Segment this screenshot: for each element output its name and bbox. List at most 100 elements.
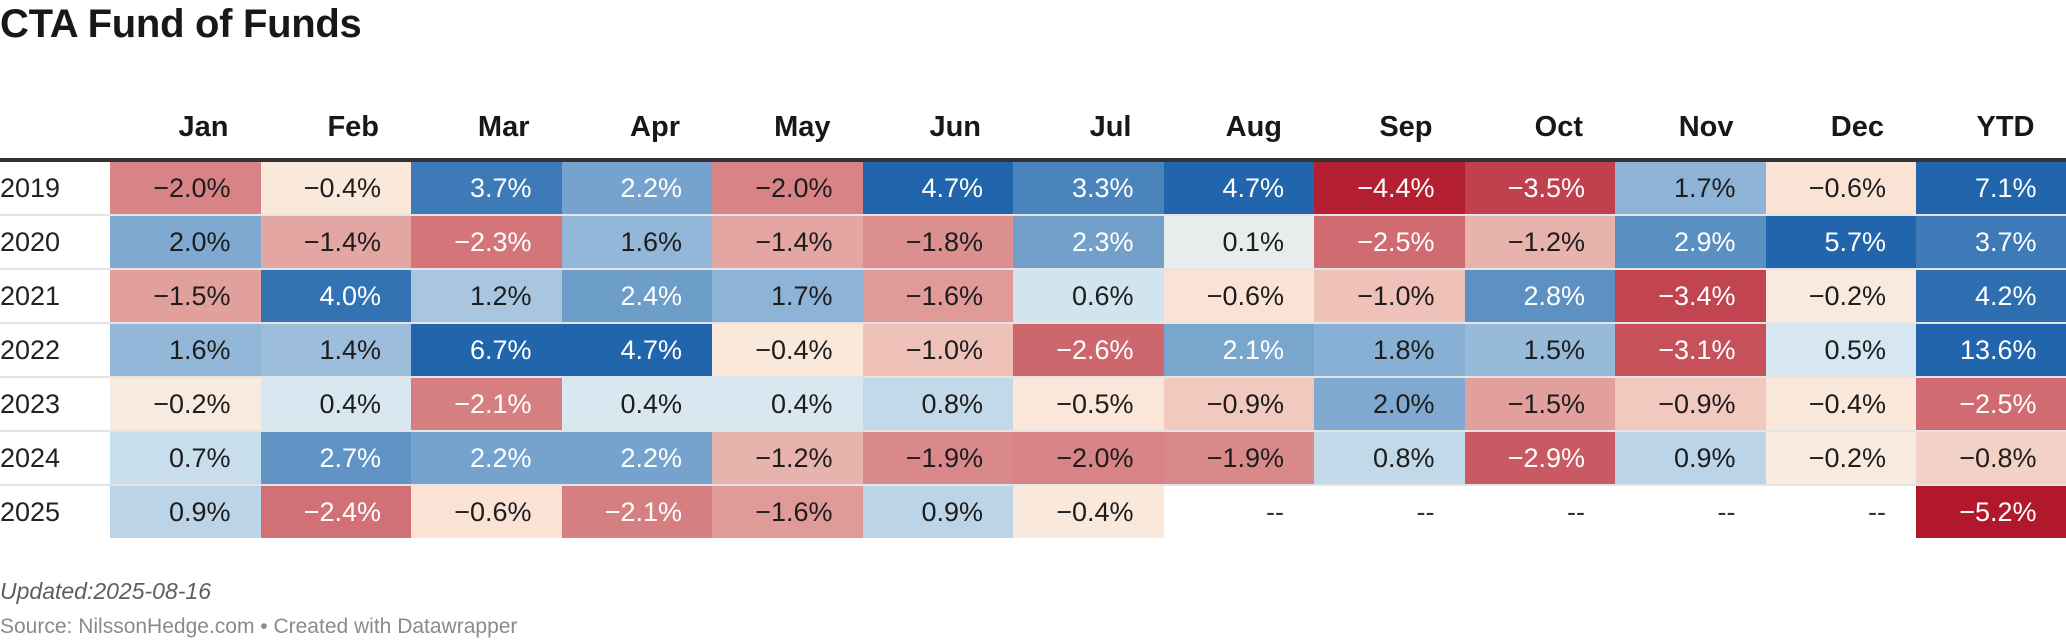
table-row: 2024 0.7% 2.7% 2.2% 2.2% −1.2% −1.9% −2.0% −1.9%…: [0, 431, 2066, 485]
heatmap-cell: 1.7%: [1615, 160, 1766, 215]
heatmap-cell: 2.1%: [1163, 323, 1314, 377]
heatmap-cell: −1.6%: [862, 269, 1013, 323]
heatmap-cell: −0.4%: [260, 160, 411, 215]
column-header: Feb: [327, 110, 379, 143]
heatmap-cell: −0.2%: [1765, 269, 1916, 323]
heatmap-cell: −1.2%: [712, 431, 863, 485]
heatmap-cell: 0.5%: [1765, 323, 1916, 377]
heatmap-cell: 2.9%: [1615, 215, 1766, 269]
heatmap-cell: −1.2%: [1464, 215, 1615, 269]
heatmap-cell: −1.0%: [1314, 269, 1465, 323]
heatmap-cell: −0.6%: [411, 485, 562, 538]
heatmap-cell: 1.7%: [712, 269, 863, 323]
row-year-label: 2024: [0, 442, 61, 473]
row-year-label: 2025: [0, 496, 61, 527]
column-header: Apr: [630, 110, 680, 143]
heatmap-cell: −0.6%: [1765, 160, 1916, 215]
heatmap-cell: −2.9%: [1464, 431, 1615, 485]
heatmap-cell: 0.9%: [1615, 431, 1766, 485]
table-row: 2025 0.9% −2.4% −0.6% −2.1% −1.6% 0.9% −0.4% -- -…: [0, 485, 2066, 538]
heatmap-cell: 1.5%: [1464, 323, 1615, 377]
row-year-label: 2023: [0, 388, 61, 419]
heatmap-cell: −1.9%: [1163, 431, 1314, 485]
heatmap-cell: 2.4%: [561, 269, 712, 323]
heatmap-cell: −0.4%: [1765, 377, 1916, 431]
column-header: Mar: [477, 110, 530, 143]
column-header: Aug: [1225, 110, 1282, 143]
column-header: Nov: [1678, 110, 1734, 143]
heatmap-cell: 0.8%: [1314, 431, 1465, 485]
column-header: Oct: [1534, 110, 1583, 143]
heatmap-cell: 2.7%: [260, 431, 411, 485]
heatmap-cell: −2.5%: [1314, 215, 1465, 269]
table-row: 2023 −0.2% 0.4% −2.1% 0.4% 0.4% 0.8% −0.5% −0.9%…: [0, 377, 2066, 431]
updated-note: Updated:2025-08-16: [0, 578, 211, 604]
heatmap-cell: 0.9%: [862, 485, 1013, 538]
row-year-label: 2021: [0, 280, 61, 311]
heatmap-cell: −1.5%: [1464, 377, 1615, 431]
heatmap-cell: 0.6%: [1013, 269, 1164, 323]
column-header: Jan: [178, 110, 229, 143]
heatmap-cell: --: [1717, 496, 1736, 527]
heatmap-cell: −5.2%: [1916, 485, 2066, 538]
heatmap-cell: --: [1567, 496, 1585, 527]
heatmap-cell: −2.0%: [712, 160, 863, 215]
heatmap-cell: −0.2%: [110, 377, 261, 431]
heatmap-cell: −0.8%: [1916, 431, 2066, 485]
header-year-corner: [0, 96, 110, 160]
heatmap-cell: 2.0%: [110, 215, 261, 269]
heatmap-cell: 2.3%: [1013, 215, 1164, 269]
heatmap-cell: −3.4%: [1615, 269, 1766, 323]
heatmap-cell: −1.8%: [862, 215, 1013, 269]
heatmap-cell: 7.1%: [1916, 160, 2066, 215]
heatmap-cell: 2.2%: [561, 431, 712, 485]
column-header: Jun: [929, 110, 981, 143]
heatmap-cell: −3.5%: [1464, 160, 1615, 215]
heatmap-cell: 2.0%: [1314, 377, 1465, 431]
heatmap-cell: −1.6%: [712, 485, 863, 538]
heatmap-body: 2019 −2.0% −0.4% 3.7% 2.2% −2.0% 4.7% 3.3% 4.7% −…: [0, 160, 2066, 538]
heatmap-cell: −1.5%: [110, 269, 261, 323]
heatmap-cell: 1.4%: [260, 323, 411, 377]
heatmap-cell: 4.2%: [1916, 269, 2066, 323]
heatmap-table: Jan Feb Mar Apr May Jun Jul Aug Sep Oct …: [0, 96, 2066, 538]
heatmap-cell: −0.9%: [1615, 377, 1766, 431]
heatmap-cell: 4.7%: [1163, 160, 1314, 215]
heatmap-cell: 6.7%: [411, 323, 562, 377]
heatmap-cell: 0.1%: [1163, 215, 1314, 269]
header-row: Jan Feb Mar Apr May Jun Jul Aug Sep Oct …: [0, 96, 2066, 160]
heatmap-cell: −4.4%: [1314, 160, 1465, 215]
heatmap-cell: 0.4%: [712, 377, 863, 431]
row-year-label: 2020: [0, 226, 61, 257]
heatmap-cell: −1.0%: [862, 323, 1013, 377]
column-header: May: [774, 110, 831, 143]
heatmap-cell: --: [1416, 496, 1435, 527]
table-row: 2019 −2.0% −0.4% 3.7% 2.2% −2.0% 4.7% 3.3% 4.7% −…: [0, 160, 2066, 215]
column-header: Dec: [1830, 110, 1884, 143]
heatmap-cell: −2.3%: [411, 215, 562, 269]
heatmap-cell: 0.4%: [561, 377, 712, 431]
column-header: YTD: [1976, 110, 2035, 143]
heatmap-cell: 5.7%: [1765, 215, 1916, 269]
heatmap-cell: −2.1%: [561, 485, 712, 538]
heatmap-cell: --: [1266, 496, 1284, 527]
heatmap-cell: 1.6%: [561, 215, 712, 269]
row-year-label: 2019: [0, 172, 61, 203]
heatmap-cell: −2.5%: [1916, 377, 2066, 431]
heatmap-cell: 0.9%: [110, 485, 261, 538]
heatmap-cell: −1.4%: [260, 215, 411, 269]
heatmap-cell: −0.4%: [1013, 485, 1164, 538]
heatmap-cell: 1.6%: [110, 323, 261, 377]
heatmap-cell: −2.0%: [110, 160, 261, 215]
row-year-label: 2022: [0, 334, 61, 365]
column-header: Jul: [1089, 110, 1132, 143]
heatmap-cell: 0.4%: [260, 377, 411, 431]
heatmap-cell: −0.2%: [1765, 431, 1916, 485]
heatmap-cell: 2.2%: [561, 160, 712, 215]
heatmap-cell: 3.7%: [1916, 215, 2066, 269]
heatmap-cell: 1.8%: [1314, 323, 1465, 377]
heatmap-cell: --: [1868, 496, 1886, 527]
heatmap-cell: 2.2%: [411, 431, 562, 485]
heatmap-cell: −0.4%: [712, 323, 863, 377]
chart-title: CTA Fund of Funds: [0, 2, 362, 46]
